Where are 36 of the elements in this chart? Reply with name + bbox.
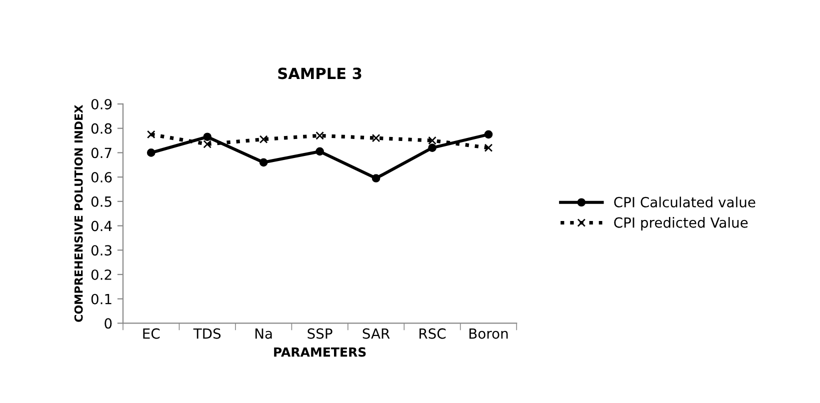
y-tick-label: 0.6 [91, 172, 112, 183]
x-tick-label: RSC [420, 328, 446, 339]
y-tick-label: 0.9 [91, 98, 112, 110]
point [259, 158, 268, 167]
chart-title: SAMPLE 3 [278, 68, 362, 80]
y-tick-label: 0.4 [91, 220, 112, 232]
y-tick-label: 0.3 [91, 245, 112, 256]
point [259, 135, 268, 144]
point [428, 136, 436, 145]
point [203, 132, 212, 142]
point [484, 130, 493, 139]
x-axis-title: PARAMETERS [274, 347, 366, 357]
y-axis-title: COMPREHENSIVE POLUTION INDEX [74, 104, 83, 322]
point [372, 134, 380, 142]
point [146, 130, 156, 139]
legend-label: CPI Calculated value [614, 196, 756, 208]
point [372, 174, 380, 182]
y-tick-label: 0.7 [91, 148, 112, 158]
x-tick-label: SAR [362, 328, 390, 339]
x-tick-label: Na [255, 328, 272, 339]
y-tick-label: 0.1 [91, 294, 112, 304]
point [146, 148, 156, 157]
y-tick-label: 0.5 [91, 196, 112, 207]
y-tick-label: 0.2 [91, 269, 112, 280]
point [428, 144, 436, 152]
x-tick-label: EC [143, 328, 160, 339]
y-tick-label: 0 [104, 318, 112, 329]
point [316, 131, 324, 140]
point [203, 140, 212, 148]
x-tick-label: TDS [193, 328, 221, 339]
point [484, 144, 493, 152]
x-tick-label: SSP [308, 328, 332, 339]
x-tick-label: Boron [469, 328, 508, 339]
y-tick-label: 0.8 [91, 123, 112, 134]
legend-label: CPI predicted Value [614, 217, 748, 231]
point [316, 147, 324, 156]
